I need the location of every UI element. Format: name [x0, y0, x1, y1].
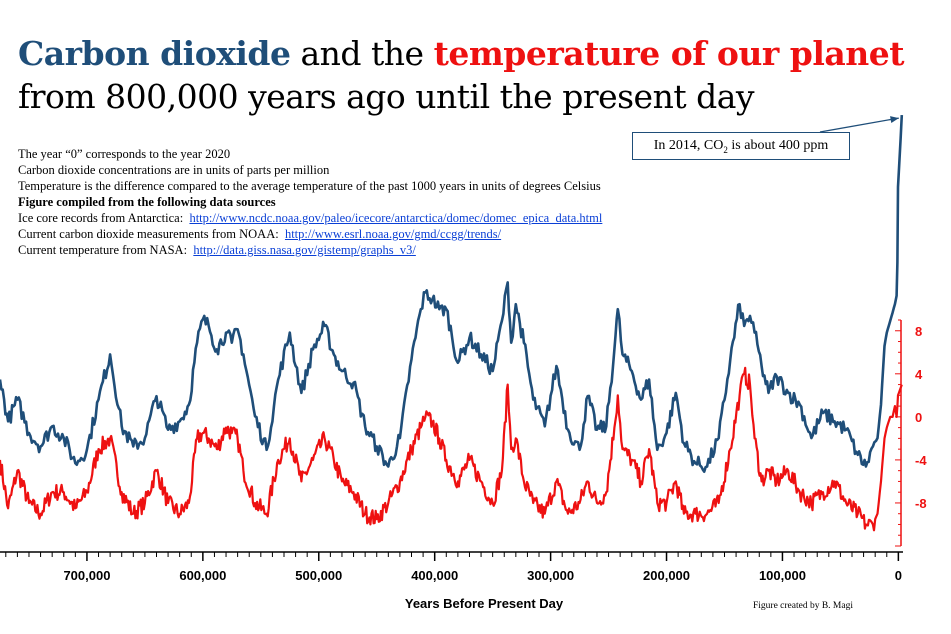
temperature-tick-label: 8 [915, 324, 922, 339]
temperature-tick-label: 0 [915, 410, 922, 425]
callout-prefix: In 2014, CO [653, 138, 724, 153]
co2-series-line [0, 115, 904, 473]
co2-2014-callout: In 2014, CO2 is about 400 ppm [632, 132, 850, 160]
note-year-zero: The year “0” corresponds to the year 202… [18, 147, 231, 161]
title-connector-text: and the [290, 34, 434, 73]
chart-axes: 700,000 600,000 500,000 400,000 300,000 200,0… [0, 319, 927, 583]
note-source-noaa: Current carbon dioxide measurements from… [18, 226, 602, 242]
figure-credit: Figure created by B. Magi [753, 601, 853, 611]
callout-arrow-head [890, 116, 899, 123]
title-subtitle-line: from 800,000 years ago until the present… [18, 77, 755, 116]
temperature-series-line [0, 366, 903, 532]
temperature-tick-label: 4 [915, 367, 923, 382]
source-nasa-link[interactable]: http://data.giss.nasa.gov/gistemp/graphs… [193, 243, 416, 257]
x-tick-label: 300,000 [527, 568, 574, 583]
source-noaa-link[interactable]: http://www.esrl.noaa.gov/gmd/ccgg/trends… [284, 227, 502, 241]
note-source-ice-core: Ice core records from Antarctica: http:/… [18, 210, 602, 226]
x-tick-label: 500,000 [295, 568, 342, 583]
source-nasa-label: Current temperature from NASA: [18, 243, 188, 257]
chart-notes: The year “0” corresponds to the year 202… [18, 146, 602, 258]
chart-series [0, 115, 904, 532]
temperature-tick-label: -4 [915, 453, 927, 468]
source-ice-core-label: Ice core records from Antarctica: [18, 211, 184, 225]
x-tick-label: 0 [895, 568, 902, 583]
callout-suffix: is about 400 ppm [727, 138, 829, 153]
title-co2-text: Carbon dioxide [18, 34, 291, 73]
title-temperature-text: temperature of our planet [433, 34, 905, 73]
x-axis-label: Years Before Present Day [405, 596, 564, 611]
temperature-tick-label: -8 [915, 496, 927, 511]
note-sources-heading: Figure compiled from the following data … [18, 195, 276, 209]
x-tick-label: 100,000 [759, 568, 806, 583]
callout-arrow-line [819, 117, 899, 133]
note-temperature-units: Temperature is the difference compared t… [18, 179, 601, 193]
x-tick-label: 700,000 [63, 568, 110, 583]
source-ice-core-link[interactable]: http://www.ncdc.noaa.gov/paleo/icecore/a… [189, 211, 603, 225]
x-tick-label: 600,000 [179, 568, 226, 583]
note-co2-units: Carbon dioxide concentrations are in uni… [18, 163, 330, 177]
chart-title: Carbon dioxide and the temperature of ou… [18, 32, 905, 118]
note-source-nasa: Current temperature from NASA: http://da… [18, 242, 602, 258]
callout-subscript: 2 [723, 144, 728, 155]
x-tick-label: 200,000 [643, 568, 690, 583]
source-noaa-label: Current carbon dioxide measurements from… [18, 227, 279, 241]
x-tick-label: 400,000 [411, 568, 458, 583]
